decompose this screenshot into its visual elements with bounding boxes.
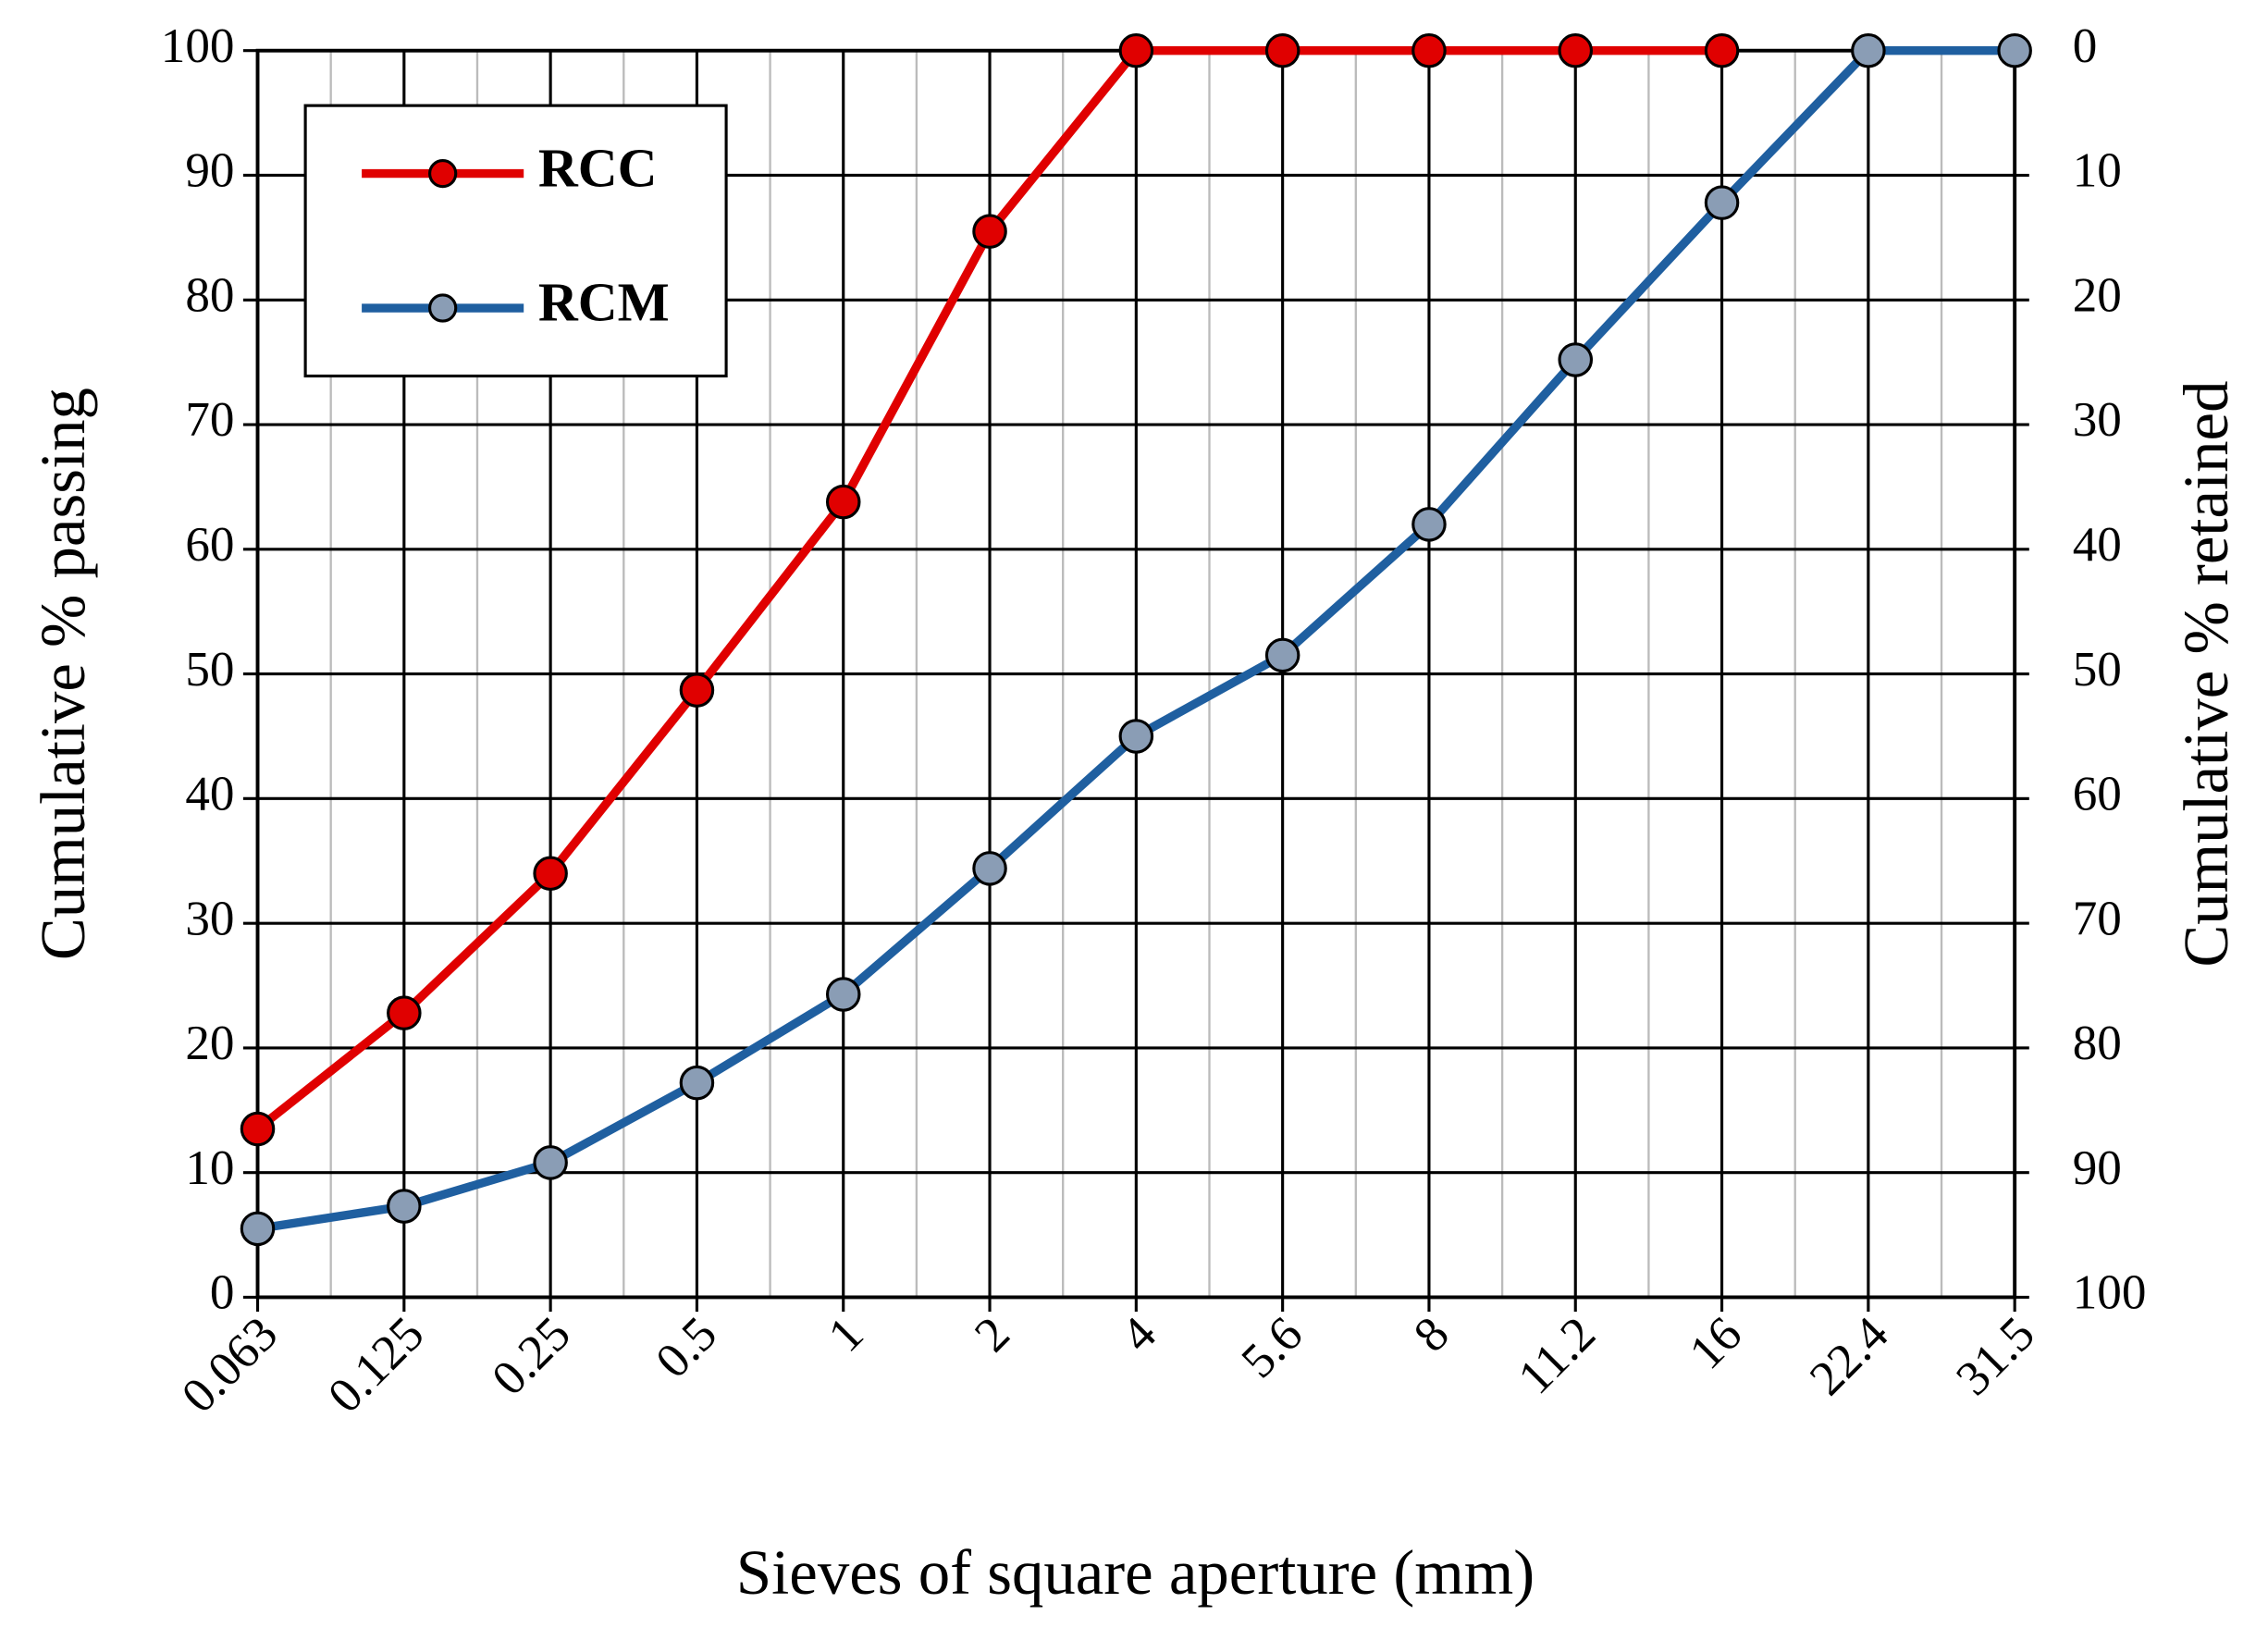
x-tick-label: 8: [1404, 1307, 1460, 1363]
y2-axis-title: Cumulative % retained: [2171, 381, 2241, 968]
data-point: [825, 977, 861, 1012]
y2-tick-label: 60: [2073, 768, 2122, 821]
y2-tick-label: 50: [2073, 643, 2122, 697]
x-tick-label: 16: [1680, 1307, 1753, 1380]
data-point: [1851, 32, 1886, 68]
x-tick-label: 1: [819, 1307, 874, 1363]
y-tick-label: 40: [185, 768, 234, 821]
data-point: [679, 1065, 715, 1101]
y-tick-label: 0: [210, 1266, 235, 1320]
x-tick-label: 0.063: [172, 1307, 289, 1424]
data-point: [533, 856, 568, 891]
data-point: [1558, 342, 1594, 377]
data-point: [1704, 32, 1740, 68]
y2-tick-label: 40: [2073, 518, 2122, 572]
y2-tick-label: 90: [2073, 1141, 2122, 1195]
y-tick-label: 90: [185, 144, 234, 198]
y-tick-label: 80: [185, 268, 234, 322]
data-point: [1118, 32, 1154, 68]
y-tick-label: 20: [185, 1017, 234, 1070]
legend-box: [303, 104, 728, 378]
data-point: [1411, 32, 1447, 68]
data-point: [240, 1111, 276, 1147]
y2-tick-label: 100: [2073, 1266, 2147, 1320]
x-tick-label: 2: [965, 1307, 1020, 1363]
data-point: [387, 1189, 422, 1224]
y-axis-title: Cumulative % passing: [28, 388, 98, 960]
y2-tick-label: 0: [2073, 19, 2098, 73]
x-tick-label: 0.5: [646, 1307, 727, 1388]
legend-label: RCC: [538, 137, 658, 198]
x-tick-label: 11.2: [1509, 1307, 1606, 1404]
y-tick-label: 30: [185, 892, 234, 945]
y-tick-label: 50: [185, 643, 234, 697]
legend-marker: [428, 158, 458, 189]
data-point: [1704, 185, 1740, 220]
data-point: [1264, 637, 1300, 673]
y2-tick-label: 70: [2073, 892, 2122, 945]
data-point: [1264, 32, 1300, 68]
y2-tick-label: 80: [2073, 1017, 2122, 1070]
x-tick-label: 0.25: [482, 1307, 581, 1406]
data-point: [1558, 32, 1594, 68]
data-point: [679, 672, 715, 708]
x-tick-label: 31.5: [1946, 1307, 2045, 1406]
y2-tick-label: 20: [2073, 268, 2122, 322]
data-point: [1997, 32, 2032, 68]
y-tick-label: 100: [161, 19, 235, 73]
y-tick-label: 10: [185, 1141, 234, 1195]
y2-tick-label: 10: [2073, 144, 2122, 198]
data-point: [387, 995, 422, 1030]
legend-label: RCM: [538, 272, 670, 333]
x-axis-title: Sieves of square aperture (mm): [736, 1537, 1535, 1608]
x-tick-label: 5.6: [1231, 1307, 1313, 1388]
x-tick-label: 0.125: [318, 1307, 435, 1424]
data-point: [972, 851, 1007, 886]
data-point: [1411, 507, 1447, 542]
data-point: [972, 214, 1007, 249]
data-point: [1118, 719, 1154, 754]
x-tick-label: 4: [1111, 1307, 1166, 1363]
data-point: [533, 1145, 568, 1180]
y2-tick-label: 30: [2073, 393, 2122, 447]
y-tick-label: 70: [185, 393, 234, 447]
legend-marker: [428, 293, 458, 323]
data-point: [240, 1211, 276, 1247]
x-tick-label: 22.4: [1800, 1307, 1899, 1406]
data-point: [825, 484, 861, 520]
y-tick-label: 60: [185, 518, 234, 572]
